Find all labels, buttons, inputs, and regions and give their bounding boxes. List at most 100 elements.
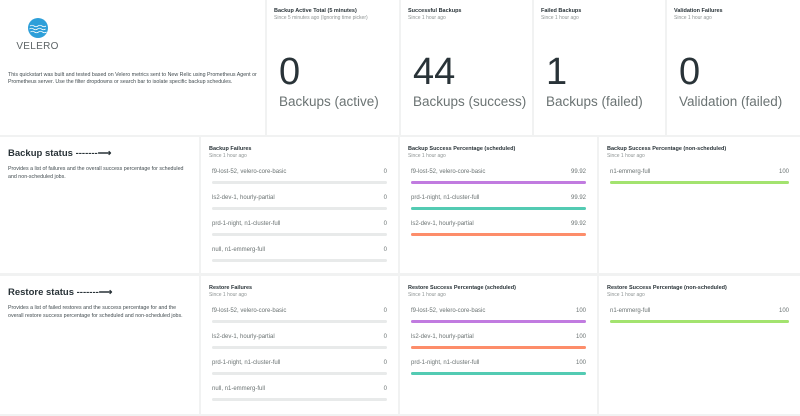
bar-label: ls2-dev-1, hourly-partial bbox=[212, 334, 275, 340]
section-title: Backup status -------⟶ bbox=[8, 148, 112, 159]
bar-row[interactable]: f9-lost-52, velero-core-basic 0 bbox=[212, 169, 387, 184]
bar-value: 100 bbox=[575, 360, 586, 366]
bar-track bbox=[212, 398, 387, 401]
bar-track bbox=[212, 181, 387, 184]
widget-1-1[interactable]: Restore Success Percentage (scheduled) S… bbox=[400, 276, 597, 414]
bar-label: f9-lost-52, velero-core-basic bbox=[212, 169, 287, 175]
billboard-title: Backup Active Total (5 minutes) bbox=[274, 8, 357, 14]
bar-row[interactable]: n1-emmerg-full 100 bbox=[610, 308, 789, 323]
bar-label: n1-emmerg-full bbox=[610, 169, 651, 175]
widget-title: Restore Success Percentage (non-schedule… bbox=[607, 285, 727, 291]
bar-label: prd-1-night, n1-cluster-full bbox=[212, 360, 281, 366]
bar-row[interactable]: prd-1-night, n1-cluster-full 0 bbox=[212, 360, 387, 375]
velero-logo-icon bbox=[27, 18, 48, 38]
bar-fill bbox=[411, 207, 586, 210]
bar-row[interactable]: ls2-dev-1, hourly-partial 99.92 bbox=[411, 221, 586, 236]
bar-track bbox=[411, 233, 586, 236]
bar-track bbox=[411, 181, 586, 184]
bar-value: 99.92 bbox=[570, 195, 586, 201]
bar-track bbox=[411, 207, 586, 210]
widget-subtitle: Since 1 hour ago bbox=[607, 153, 645, 159]
bar-track bbox=[212, 207, 387, 210]
bar-row[interactable]: prd-1-night, n1-cluster-full 100 bbox=[411, 360, 586, 375]
billboard-subtitle: Since 1 hour ago bbox=[674, 15, 712, 21]
bar-track bbox=[212, 259, 387, 262]
bar-value: 0 bbox=[383, 308, 387, 314]
logo-text: VELERO bbox=[16, 41, 59, 52]
bar-track bbox=[610, 320, 789, 323]
widget-subtitle: Since 1 hour ago bbox=[607, 292, 645, 298]
widget-0-1[interactable]: Backup Success Percentage (scheduled) Si… bbox=[400, 137, 597, 273]
bar-value: 100 bbox=[778, 308, 789, 314]
billboard-value: 0 bbox=[279, 51, 301, 93]
bar-value: 0 bbox=[383, 169, 387, 175]
bar-value: 0 bbox=[383, 221, 387, 227]
billboard-3[interactable]: Validation Failures Since 1 hour ago 0 V… bbox=[667, 0, 800, 135]
bar-value: 99.92 bbox=[570, 169, 586, 175]
bar-row[interactable]: n1-emmerg-full 100 bbox=[610, 169, 789, 184]
bar-label: null, n1-emmerg-full bbox=[212, 386, 266, 392]
widget-0-2[interactable]: Backup Success Percentage (non-scheduled… bbox=[599, 137, 800, 273]
billboard-unit: Backups (active) bbox=[279, 94, 379, 109]
section-description: Provides a list of failures and the over… bbox=[8, 166, 184, 180]
bar-row[interactable]: f9-lost-52, velero-core-basic 99.92 bbox=[411, 169, 586, 184]
bar-track bbox=[411, 372, 586, 375]
bar-row[interactable]: ls2-dev-1, hourly-partial 0 bbox=[212, 334, 387, 349]
bar-track bbox=[212, 320, 387, 323]
bar-value: 100 bbox=[575, 334, 586, 340]
section-description: Provides a list of failed restores and t… bbox=[8, 305, 183, 319]
bar-label: prd-1-night, n1-cluster-full bbox=[411, 195, 480, 201]
bar-track bbox=[212, 233, 387, 236]
bar-value: 100 bbox=[575, 308, 586, 314]
section-1-intro: Restore status -------⟶ Provides a list … bbox=[0, 276, 199, 414]
section-0-intro: Backup status -------⟶ Provides a list o… bbox=[0, 137, 199, 273]
bar-value: 100 bbox=[778, 169, 789, 175]
billboard-subtitle: Since 1 hour ago bbox=[408, 15, 446, 21]
bar-label: f9-lost-52, velero-core-basic bbox=[411, 308, 486, 314]
bar-label: ls2-dev-1, hourly-partial bbox=[411, 334, 474, 340]
bar-value: 0 bbox=[383, 247, 387, 253]
billboard-2[interactable]: Failed Backups Since 1 hour ago 1 Backup… bbox=[534, 0, 665, 135]
bar-row[interactable]: ls2-dev-1, hourly-partial 0 bbox=[212, 195, 387, 210]
intro-panel: VELERO This quickstart was built and tes… bbox=[0, 0, 265, 135]
billboard-1[interactable]: Successful Backups Since 1 hour ago 44 B… bbox=[401, 0, 532, 135]
billboard-unit: Backups (failed) bbox=[546, 94, 643, 109]
billboard-title: Validation Failures bbox=[674, 8, 723, 14]
bar-fill bbox=[610, 181, 789, 184]
bar-row[interactable]: null, n1-emmerg-full 0 bbox=[212, 386, 387, 401]
bar-label: ls2-dev-1, hourly-partial bbox=[411, 221, 474, 227]
widget-title: Restore Success Percentage (scheduled) bbox=[408, 285, 516, 291]
bar-value: 0 bbox=[383, 360, 387, 366]
billboard-value: 1 bbox=[546, 51, 568, 93]
bar-label: f9-lost-52, velero-core-basic bbox=[411, 169, 486, 175]
bar-track bbox=[610, 181, 789, 184]
bar-value: 0 bbox=[383, 334, 387, 340]
bar-label: ls2-dev-1, hourly-partial bbox=[212, 195, 275, 201]
widget-subtitle: Since 1 hour ago bbox=[408, 153, 446, 159]
widget-0-0[interactable]: Backup Failures Since 1 hour ago f9-lost… bbox=[201, 137, 398, 273]
bar-value: 0 bbox=[383, 195, 387, 201]
widget-1-2[interactable]: Restore Success Percentage (non-schedule… bbox=[599, 276, 800, 414]
billboard-0[interactable]: Backup Active Total (5 minutes) Since 5 … bbox=[267, 0, 399, 135]
widget-title: Backup Failures bbox=[209, 146, 252, 152]
billboard-unit: Backups (success) bbox=[413, 94, 527, 109]
bar-fill bbox=[411, 346, 586, 349]
section-title: Restore status -------⟶ bbox=[8, 287, 113, 298]
billboard-subtitle: Since 5 minutes ago (Ignoring time picke… bbox=[274, 15, 368, 21]
bar-label: null, n1-emmerg-full bbox=[212, 247, 266, 253]
bar-row[interactable]: null, n1-emmerg-full 0 bbox=[212, 247, 387, 262]
bar-label: n1-emmerg-full bbox=[610, 308, 651, 314]
widget-1-0[interactable]: Restore Failures Since 1 hour ago f9-los… bbox=[201, 276, 398, 414]
bar-row[interactable]: prd-1-night, n1-cluster-full 99.92 bbox=[411, 195, 586, 210]
bar-fill bbox=[411, 320, 586, 323]
bar-row[interactable]: ls2-dev-1, hourly-partial 100 bbox=[411, 334, 586, 349]
bar-row[interactable]: f9-lost-52, velero-core-basic 100 bbox=[411, 308, 586, 323]
intro-description: This quickstart was built and tested bas… bbox=[8, 72, 257, 86]
bar-fill bbox=[610, 320, 789, 323]
bar-fill bbox=[411, 233, 586, 236]
bar-row[interactable]: prd-1-night, n1-cluster-full 0 bbox=[212, 221, 387, 236]
bar-row[interactable]: f9-lost-52, velero-core-basic 0 bbox=[212, 308, 387, 323]
bar-value: 99.92 bbox=[570, 221, 586, 227]
billboard-value: 0 bbox=[679, 51, 701, 93]
widget-title: Restore Failures bbox=[209, 285, 253, 291]
